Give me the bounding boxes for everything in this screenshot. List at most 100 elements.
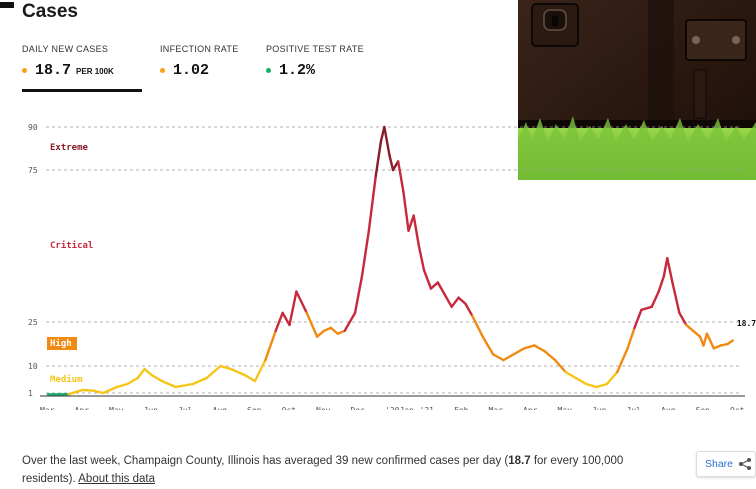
line-segment	[471, 314, 484, 338]
zone-label-medium: Medium	[50, 374, 83, 385]
line-segment	[367, 174, 377, 233]
chart-zones: Extreme Critical High Medium	[47, 143, 93, 385]
line-segment	[595, 382, 609, 389]
line-segment	[274, 311, 284, 333]
page-title: Cases	[22, 1, 78, 22]
line-segment	[396, 160, 405, 193]
line-segment	[253, 358, 267, 383]
line-segment	[374, 140, 383, 178]
corner-mark	[0, 2, 14, 8]
x-tick-label: Jul	[178, 406, 193, 410]
x-tick-label: '21	[420, 406, 435, 410]
line-segment	[436, 281, 446, 296]
y-tick-label: 1	[28, 389, 33, 398]
line-segment	[315, 329, 326, 338]
chart-grid: 1 10 25 75 90	[28, 123, 745, 398]
line-segment	[136, 367, 146, 380]
line-segment	[101, 385, 119, 395]
line-segment	[502, 353, 515, 362]
x-tick-label: '20Jan	[385, 406, 414, 410]
line-segment	[450, 296, 460, 309]
share-button[interactable]: Share	[696, 451, 756, 477]
x-tick-label: May	[558, 406, 573, 410]
line-segment	[143, 367, 153, 377]
share-label: Share	[705, 458, 734, 470]
line-segment	[383, 125, 391, 157]
line-segment	[305, 311, 319, 338]
line-segment	[402, 190, 410, 233]
line-segment	[443, 293, 453, 309]
line-segment	[295, 290, 308, 315]
line-segment	[481, 335, 495, 356]
x-tick-label: Sep	[247, 406, 262, 410]
line-segment	[533, 344, 546, 353]
x-tick-label: Apr	[523, 406, 538, 410]
line-segment	[412, 214, 421, 248]
line-segment	[67, 388, 84, 396]
x-tick-label: Aug	[661, 406, 676, 410]
line-segment	[322, 326, 333, 333]
summary-text: Over the last week, Champaign County, Il…	[22, 455, 624, 485]
status-dot	[266, 67, 271, 73]
tab-daily-new-cases[interactable]: DAILY NEW CASES 18.7 PER 100K	[22, 44, 114, 79]
about-data-link[interactable]: About this data	[78, 473, 155, 485]
line-segment	[702, 332, 709, 347]
x-tick-label: Mar	[40, 406, 55, 410]
zone-label-high: High	[50, 338, 72, 349]
line-segment	[512, 347, 526, 356]
tab-value: 1.02	[160, 62, 239, 79]
line-segment	[685, 323, 695, 333]
last-value-label: 18.7	[737, 319, 756, 328]
line-segment	[574, 376, 588, 386]
line-segment	[491, 353, 505, 362]
line-segment	[205, 364, 222, 380]
line-segment	[353, 275, 364, 315]
line-segment	[657, 275, 666, 293]
line-segment	[91, 389, 105, 395]
line-segment	[422, 269, 433, 290]
line-segment	[360, 229, 371, 278]
x-tick-label: Dec	[351, 406, 366, 410]
line-segment	[281, 311, 291, 327]
x-tick-label: Aug	[213, 406, 228, 410]
line-segment	[417, 244, 426, 272]
line-segment	[219, 364, 233, 371]
x-tick-label: Feb	[454, 406, 469, 410]
line-segment	[126, 376, 139, 386]
line-segment	[626, 326, 636, 350]
x-tick-label: Jun	[592, 406, 607, 410]
tab-value: 1.2%	[266, 62, 364, 79]
line-segment	[160, 379, 177, 389]
y-tick-label: 25	[28, 318, 38, 327]
status-dot	[160, 67, 165, 73]
tab-infection-rate[interactable]: INFECTION RATE 1.02	[160, 44, 239, 79]
line-segment	[726, 339, 735, 346]
line-segment	[666, 256, 674, 284]
share-icon	[739, 458, 752, 470]
tab-value: 18.7 PER 100K	[22, 62, 114, 79]
line-segment	[522, 344, 536, 350]
line-segment	[115, 382, 129, 389]
line-segment	[407, 214, 415, 233]
x-tick-label: Nov	[316, 406, 331, 410]
line-segment	[429, 281, 440, 290]
line-segment	[671, 281, 681, 315]
line-segment	[585, 382, 598, 389]
line-segment	[640, 305, 653, 312]
y-tick-label: 75	[28, 166, 38, 175]
line-segment	[243, 373, 257, 383]
x-tick-label: Oct	[730, 406, 745, 410]
cases-chart: 1 10 25 75 90 Extreme Critical High Medium Mar A…	[28, 123, 756, 410]
line-segment	[229, 367, 246, 377]
line-segment	[264, 329, 277, 362]
x-tick-label: Sep	[696, 406, 711, 410]
x-tick-label: Jun	[144, 406, 159, 410]
line-segment	[633, 308, 643, 330]
line-segment	[650, 290, 660, 309]
unit-label: PER 100K	[76, 67, 114, 76]
line-segment	[81, 388, 95, 392]
tab-positive-test-rate[interactable]: POSITIVE TEST RATE 1.2%	[266, 44, 364, 79]
chart-line	[46, 125, 735, 396]
tab-label: INFECTION RATE	[160, 44, 239, 54]
x-tick-label: Oct	[282, 406, 297, 410]
